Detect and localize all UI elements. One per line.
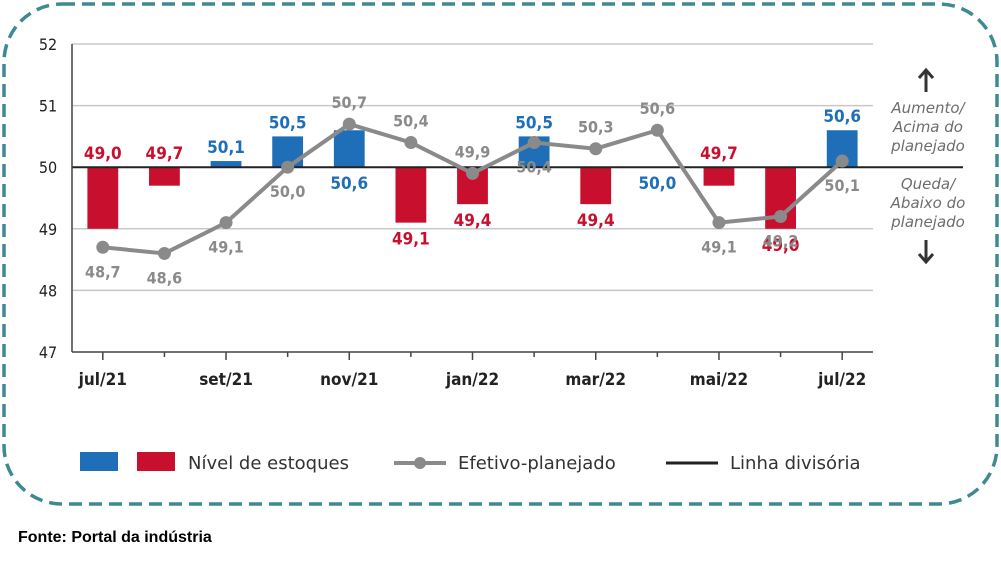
- annotation-above-line-2: Acima do: [892, 118, 963, 136]
- x-tick-label: jul/21: [78, 370, 127, 390]
- line-value-label: 49,1: [208, 238, 244, 257]
- bar-value-label: 50,5: [269, 113, 307, 133]
- y-axis-ticks: 47 48 49 50 51 52: [39, 35, 57, 362]
- line-marker: [651, 124, 664, 137]
- bar-value-label: 49,4: [577, 211, 615, 231]
- line-value-label: 49,1: [701, 238, 737, 257]
- legend-divider-label: Linha divisória: [730, 453, 861, 474]
- x-axis-ticks: jul/21 set/21 nov/21 jan/22 mar/22 mai/22 jul/…: [78, 352, 867, 390]
- y-tick-label: 48: [39, 281, 57, 300]
- legend-stock-label: Nível de estoques: [188, 453, 349, 474]
- x-tick-label: set/21: [199, 370, 253, 390]
- line-marker: [404, 136, 417, 149]
- stock-bar: [334, 130, 365, 167]
- annotation-above-line-1: Aumento/: [890, 99, 966, 117]
- bar-value-label: 49,1: [392, 230, 430, 250]
- line-marker: [343, 118, 356, 131]
- line-marker: [158, 247, 171, 260]
- legend-red-swatch: [137, 452, 175, 471]
- bar-value-label: 50,1: [207, 138, 245, 158]
- line-value-label: 48,6: [147, 268, 183, 287]
- y-tick-label: 51: [39, 97, 57, 116]
- line-marker: [589, 142, 602, 155]
- x-tick-label: nov/21: [320, 370, 378, 390]
- bar-value-label: 49,7: [700, 144, 738, 164]
- bar-value-label: 49,4: [454, 211, 492, 231]
- legend-line-label: Efetivo-planejado: [458, 453, 616, 474]
- line-value-label: 49,9: [455, 142, 491, 161]
- line-marker: [96, 241, 109, 254]
- annotation-above: Aumento/ Acima do planejado: [890, 70, 966, 155]
- y-tick-label: 52: [39, 35, 57, 54]
- bar-value-label: 50,6: [823, 107, 861, 127]
- x-tick-label: mai/22: [690, 370, 748, 390]
- line-value-label: 50,1: [824, 176, 860, 195]
- x-tick-label: jul/22: [817, 370, 866, 390]
- arrow-down-icon: [919, 240, 933, 262]
- x-tick-label: mar/22: [565, 370, 626, 390]
- legend: Nível de estoques Efetivo-planejado Linh…: [80, 452, 861, 474]
- annotation-below: Queda/ Abaixo do planejado: [890, 175, 966, 262]
- line-marker: [220, 216, 233, 229]
- stock-bar: [87, 167, 118, 229]
- annotation-below-line-2: Abaixo do: [890, 194, 966, 212]
- arrow-up-icon: [919, 70, 933, 92]
- line-marker: [712, 216, 725, 229]
- x-tick-label: jan/22: [445, 370, 499, 390]
- legend-blue-swatch: [80, 452, 118, 471]
- y-tick-label: 47: [39, 343, 57, 362]
- chart: 47 48 49 50 51 52 jul/21 set/21 nov/21 jan/22 mar…: [0, 0, 1001, 565]
- bar-value-label: 50,5: [515, 113, 553, 133]
- line-marker: [281, 161, 294, 174]
- legend-line-marker: [414, 457, 426, 469]
- stock-bar: [580, 167, 611, 204]
- line-marker: [836, 155, 849, 168]
- stock-bar: [395, 167, 426, 222]
- annotation-below-line-3: planejado: [890, 213, 965, 231]
- annotation-above-line-3: planejado: [890, 137, 965, 155]
- line-value-label: 50,7: [332, 93, 368, 112]
- line-value-label: 49,2: [763, 231, 799, 250]
- y-tick-label: 49: [39, 220, 57, 239]
- line-marker: [466, 167, 479, 180]
- line-value-label: 50,4: [516, 158, 552, 177]
- line-marker: [528, 136, 541, 149]
- stock-bar: [149, 167, 180, 185]
- stock-bar: [704, 167, 735, 185]
- bar-value-label: 49,7: [146, 144, 184, 164]
- line-value-label: 50,3: [578, 118, 614, 137]
- line-value-label: 50,6: [640, 99, 676, 118]
- line-value-label: 50,0: [270, 182, 306, 201]
- y-tick-label: 50: [39, 158, 57, 177]
- annotation-below-line-1: Queda/: [901, 175, 957, 193]
- bar-value-label: 49,0: [84, 144, 122, 164]
- line-marker: [774, 210, 787, 223]
- bar-value-label: 50,6: [330, 174, 368, 194]
- line-value-label: 48,7: [85, 262, 121, 281]
- bar-value-label: 50,0: [638, 174, 676, 194]
- source-note: Fonte: Portal da indústria: [18, 529, 212, 547]
- line-value-label: 50,4: [393, 112, 429, 131]
